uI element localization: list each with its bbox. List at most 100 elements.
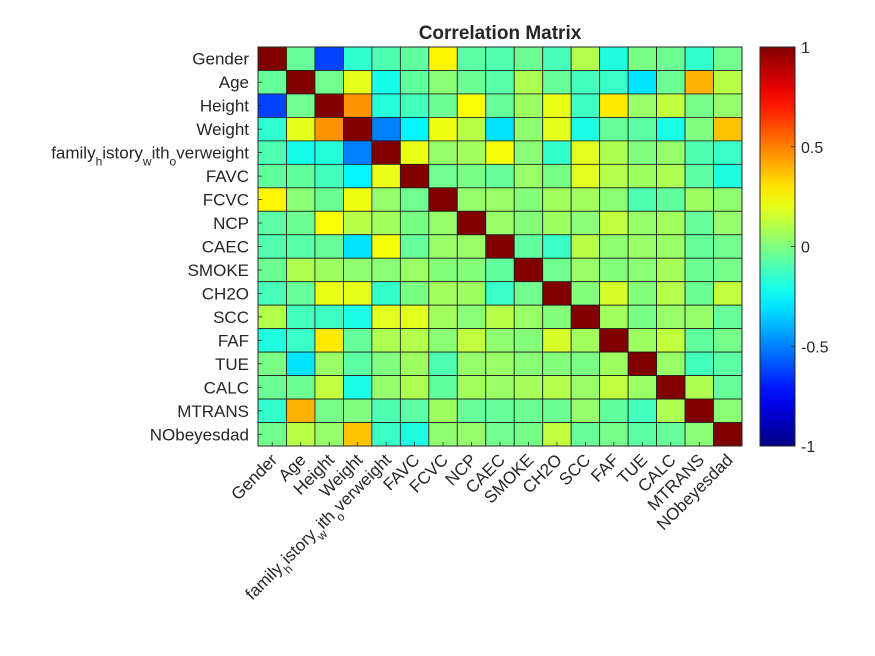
heatmap-cell-faf-ch2o bbox=[542, 328, 572, 353]
heatmap-cell-caec-family-h-istory-w-ith-o-verweight bbox=[371, 234, 401, 259]
heatmap-cell-gender-weight bbox=[343, 46, 373, 71]
heatmap-cell-smoke-gender bbox=[257, 257, 287, 283]
heatmap-cell-family-h-istory-w-ith-o-verweight-nobeyesdad bbox=[713, 140, 743, 165]
heatmap-cell-fcvc-gender bbox=[257, 187, 287, 212]
heatmap-cell-scc-tue bbox=[627, 304, 657, 330]
heatmap-cell-ncp-caec bbox=[485, 210, 515, 236]
heatmap-cell-tue-fcvc bbox=[428, 351, 458, 376]
heatmap-cell-calc-faf bbox=[599, 375, 629, 400]
heatmap-cell-gender-age bbox=[286, 46, 316, 71]
heatmap-cell-mtrans-caec bbox=[485, 398, 515, 423]
heatmap-cell-ncp-ncp bbox=[456, 210, 487, 236]
heatmap-cell-fcvc-nobeyesdad bbox=[713, 187, 743, 212]
heatmap-cell-gender-ch2o bbox=[542, 46, 572, 71]
y-tick-label-ch2o: CH2O bbox=[202, 284, 249, 303]
heatmap-cell-tue-gender bbox=[257, 351, 287, 376]
heatmap-cell-smoke-caec bbox=[485, 257, 515, 283]
heatmap-cell-age-smoke bbox=[513, 70, 544, 95]
heatmap-cell-mtrans-smoke bbox=[513, 398, 544, 423]
heatmap-cell-smoke-height bbox=[314, 257, 344, 283]
heatmap-cell-ch2o-caec bbox=[485, 281, 515, 306]
heatmap-cell-caec-mtrans bbox=[684, 234, 714, 259]
heatmap-cell-family-h-istory-w-ith-o-verweight-weight bbox=[343, 140, 373, 165]
heatmap-cell-faf-scc bbox=[570, 328, 601, 353]
heatmap-cell-age-fcvc bbox=[428, 70, 458, 95]
heatmap-cell-favc-gender bbox=[257, 163, 287, 189]
heatmap-cell-caec-caec bbox=[485, 234, 515, 259]
heatmap-cell-gender-smoke bbox=[513, 46, 544, 71]
heatmap-cell-fcvc-favc bbox=[399, 187, 430, 212]
colorbar-tick-label: 0.5 bbox=[801, 140, 823, 157]
heatmap-cell-age-gender bbox=[257, 70, 287, 95]
heatmap-cell-fcvc-tue bbox=[627, 187, 657, 212]
heatmap-cell-ncp-gender bbox=[257, 210, 287, 236]
heatmap-cell-fcvc-ch2o bbox=[542, 187, 572, 212]
heatmap-cell-height-family-h-istory-w-ith-o-verweight bbox=[371, 93, 401, 118]
heatmap-cell-scc-mtrans bbox=[684, 304, 714, 330]
heatmap-cell-family-h-istory-w-ith-o-verweight-smoke bbox=[513, 140, 544, 165]
heatmap-cell-gender-gender bbox=[257, 46, 287, 71]
colorbar-tick-label: 0 bbox=[801, 240, 810, 257]
heatmap-cell-ch2o-fcvc bbox=[428, 281, 458, 306]
heatmap-cell-gender-favc bbox=[399, 46, 430, 71]
heatmap-cell-scc-favc bbox=[399, 304, 430, 330]
x-tick-label-gender: Gender bbox=[228, 450, 282, 504]
heatmap-cell-faf-tue bbox=[627, 328, 657, 353]
heatmap-cell-smoke-calc bbox=[656, 257, 686, 283]
heatmap-cell-fcvc-scc bbox=[570, 187, 601, 212]
y-tick-label-family-h-istory-w-ith-o-verweight: familyhistorywithoverweight bbox=[51, 144, 249, 169]
heatmap-cell-smoke-smoke bbox=[513, 257, 544, 283]
heatmap-cell-height-caec bbox=[485, 93, 515, 118]
heatmap-cell-favc-height bbox=[314, 163, 344, 189]
y-tick-label-tue: TUE bbox=[215, 355, 249, 374]
heatmap-cell-caec-weight bbox=[343, 234, 373, 259]
heatmap-cell-tue-smoke bbox=[513, 351, 544, 376]
heatmap-cell-family-h-istory-w-ith-o-verweight-age bbox=[286, 140, 316, 165]
heatmap-cell-height-ncp bbox=[456, 93, 487, 118]
heatmap-cell-calc-fcvc bbox=[428, 375, 458, 400]
heatmap-cell-ncp-nobeyesdad bbox=[713, 210, 743, 236]
heatmap-cell-ncp-age bbox=[286, 210, 316, 236]
heatmap-cell-height-height bbox=[314, 93, 344, 118]
heatmap-cell-age-scc bbox=[570, 70, 601, 95]
heatmap-cell-tue-calc bbox=[656, 351, 686, 376]
colorbar-tick-label: 1 bbox=[801, 40, 810, 57]
chart-title: Correlation Matrix bbox=[419, 23, 582, 44]
heatmap-cell-scc-calc bbox=[656, 304, 686, 330]
heatmap-cell-gender-ncp bbox=[456, 46, 487, 71]
heatmap-cell-height-smoke bbox=[513, 93, 544, 118]
heatmap-cell-mtrans-mtrans bbox=[684, 398, 714, 423]
heatmap-cell-favc-scc bbox=[570, 163, 601, 189]
x-tick-label-scc: SCC bbox=[555, 450, 594, 489]
heatmap-cell-favc-smoke bbox=[513, 163, 544, 189]
heatmap-cell-fcvc-height bbox=[314, 187, 344, 212]
heatmap-cell-calc-ch2o bbox=[542, 375, 572, 400]
heatmap-cell-weight-fcvc bbox=[428, 117, 458, 142]
heatmap-cell-family-h-istory-w-ith-o-verweight-fcvc bbox=[428, 140, 458, 165]
heatmap-cell-faf-height bbox=[314, 328, 344, 353]
y-tick-label-faf: FAF bbox=[218, 331, 249, 350]
heatmap-cell-calc-gender bbox=[257, 375, 287, 400]
heatmap-cell-smoke-family-h-istory-w-ith-o-verweight bbox=[371, 257, 401, 283]
y-tick-labels: Gender Age Height Weight familyhistorywithov… bbox=[51, 50, 262, 444]
heatmap-cell-scc-weight bbox=[343, 304, 373, 330]
heatmap-cell-ch2o-calc bbox=[656, 281, 686, 306]
heatmap-cell-caec-favc bbox=[399, 234, 430, 259]
heatmap-cell-tue-height bbox=[314, 351, 344, 376]
heatmap-cell-family-h-istory-w-ith-o-verweight-gender bbox=[257, 140, 287, 165]
heatmap-cell-calc-family-h-istory-w-ith-o-verweight bbox=[371, 375, 401, 400]
heatmap-cell-caec-nobeyesdad bbox=[713, 234, 743, 259]
heatmap-cell-smoke-ch2o bbox=[542, 257, 572, 283]
heatmap-cell-favc-fcvc bbox=[428, 163, 458, 189]
heatmap-cell-family-h-istory-w-ith-o-verweight-mtrans bbox=[684, 140, 714, 165]
heatmap-cell-scc-scc bbox=[570, 304, 601, 330]
heatmap-cell-favc-faf bbox=[599, 163, 629, 189]
heatmap-cell-ncp-smoke bbox=[513, 210, 544, 236]
heatmap-cell-mtrans-scc bbox=[570, 398, 601, 423]
y-tick-label-calc: CALC bbox=[204, 378, 249, 397]
heatmap-cell-smoke-scc bbox=[570, 257, 601, 283]
heatmap-cell-caec-age bbox=[286, 234, 316, 259]
heatmap-cell-faf-weight bbox=[343, 328, 373, 353]
heatmap-cell-height-fcvc bbox=[428, 93, 458, 118]
y-tick-label-smoke: SMOKE bbox=[188, 261, 249, 280]
